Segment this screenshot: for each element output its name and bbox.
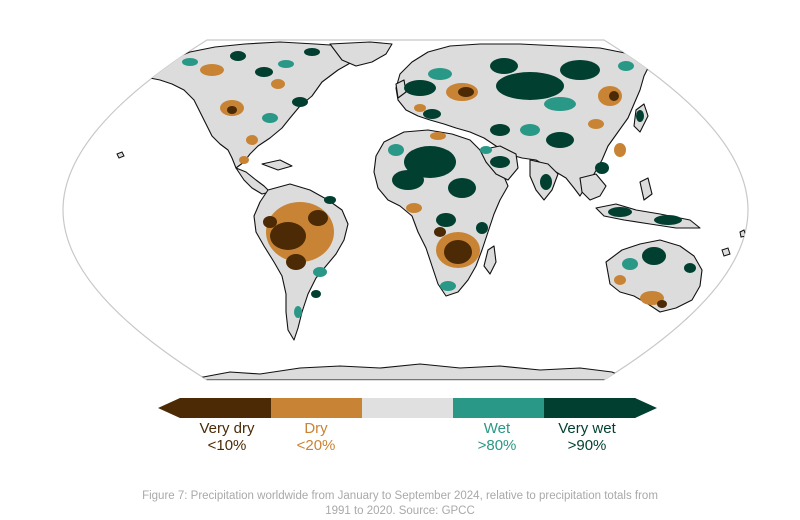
patch-very-wet [595,162,609,174]
patch-dry [430,132,446,140]
patch-very-wet [448,178,476,198]
patch-very-wet [546,132,574,148]
patch-very-wet [436,213,456,227]
colorbar-left-arrow [158,398,180,418]
southeast-asia-land [579,173,607,201]
greenland-land [329,41,393,67]
legend-name: Very wet [558,420,616,437]
patch-dry [271,79,285,89]
patch-very-dry [657,300,667,308]
caption-line-1: Figure 7: Precipitation worldwide from J… [142,490,658,502]
patch-dry [588,119,604,129]
patch-wet [262,113,278,123]
colorbar-right-arrow [635,398,657,418]
patch-very-wet [636,110,644,122]
colorbar-segment-wet [453,398,545,418]
patch-very-wet [490,156,510,168]
patch-very-dry [263,216,277,228]
caption-line-2: 1991 to 2020. Source: GPCC [325,505,475,517]
caribbean-land [261,159,293,171]
patch-very-dry [270,222,306,250]
patch-dry [414,104,426,112]
patch-very-wet [324,196,336,204]
patch-very-wet [476,222,488,234]
legend-item-very-dry: Very dry <10% [167,420,287,454]
pacific-island [721,247,731,257]
patch-wet [618,61,634,71]
figure-caption: Figure 7: Precipitation worldwide from J… [60,489,740,519]
patch-wet [428,68,452,80]
uk-land [395,79,407,99]
patch-very-wet [490,124,510,136]
patch-dry [614,275,626,285]
patch-very-wet [654,215,682,225]
patch-wet [480,146,492,154]
patch-very-wet [404,146,456,178]
legend-colorbar [158,398,657,418]
patch-very-wet [423,109,441,119]
patch-very-wet [496,72,564,100]
patch-dry [406,203,422,213]
patch-very-dry [308,210,328,226]
patch-very-wet [540,174,552,190]
patch-very-wet [490,58,518,74]
patch-wet [388,144,404,156]
patch-wet [294,306,302,318]
legend-name: Very dry [199,420,255,437]
patch-very-wet [404,80,436,96]
patch-very-wet [608,207,632,217]
legend-item-very-wet: Very wet >90% [527,420,647,454]
legend-item-dry: Dry <20% [256,420,376,454]
patch-very-wet [684,263,696,273]
legend-name: Wet [483,420,511,437]
patch-dry [246,135,258,145]
patch-very-dry [609,91,619,101]
legend-range: >80% [477,437,517,454]
philippines-land [639,177,653,201]
patch-very-dry [458,87,474,97]
patch-very-wet [392,170,424,190]
patch-very-wet [311,290,321,298]
patch-dry [239,156,249,164]
patch-wet [622,258,638,270]
patch-wet [520,124,540,136]
legend-range: <20% [296,437,336,454]
patch-wet [440,281,456,291]
legend-item-wet: Wet >80% [437,420,557,454]
patch-very-dry [286,254,306,270]
legend-name: Dry [304,420,328,437]
patch-very-dry [444,240,472,264]
patch-wet [278,60,294,68]
patch-very-wet [255,67,273,77]
patch-very-wet [230,51,246,61]
legend-range: >90% [567,437,607,454]
patch-dry [614,143,626,157]
patch-wet [182,58,198,66]
anomaly-patches [182,48,707,319]
patch-wet [313,267,327,277]
legend-range: <10% [207,437,247,454]
patch-very-wet [693,313,707,319]
patch-dry [640,291,664,305]
patch-very-dry [434,227,446,237]
colorbar-segment-dry [271,398,363,418]
patch-very-wet [292,97,308,107]
patch-very-wet [560,60,600,80]
colorbar-segment-very-dry [180,398,272,418]
colorbar-segment-very-wet [544,398,636,418]
patch-wet [544,97,576,111]
patch-very-wet [304,48,320,56]
patch-dry [200,64,224,76]
patch-very-dry [227,106,237,114]
patch-very-wet [642,247,666,265]
hawaii-island [116,151,125,159]
colorbar-segment-normal [362,398,454,418]
madagascar-land [483,245,497,275]
